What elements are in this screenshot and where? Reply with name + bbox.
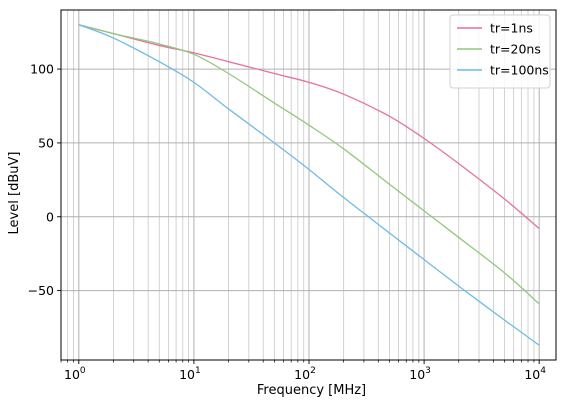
plot-frame: [60, 9, 557, 361]
x-tick-exponent: 4: [540, 366, 546, 376]
x-tick-exponent: 0: [80, 366, 86, 376]
legend-label: tr=1ns: [490, 21, 533, 36]
series-line-tr-1ns: [78, 24, 540, 230]
y-tick-label: 100: [30, 62, 54, 77]
series-lines: [78, 24, 540, 346]
grid: [60, 10, 556, 360]
x-axis-label: Frequency [MHz]: [257, 383, 366, 398]
x-tick-exponent: 2: [310, 366, 316, 376]
series-line-tr-100ns: [78, 24, 540, 346]
legend-label: tr=20ns: [490, 42, 541, 57]
y-axis-label: Level [dBuV]: [7, 152, 22, 235]
y-tick-label: 50: [38, 135, 54, 150]
series-line-tr-20ns: [78, 24, 540, 305]
legend-label: tr=100ns: [490, 63, 549, 78]
legend: tr=1ns tr=20ns tr=100ns: [449, 14, 551, 89]
x-tick-exponent: 3: [425, 366, 431, 376]
y-tick-label: 0: [46, 209, 54, 224]
x-tick-exponent: 1: [195, 366, 201, 376]
y-tick-label: −50: [28, 283, 54, 298]
